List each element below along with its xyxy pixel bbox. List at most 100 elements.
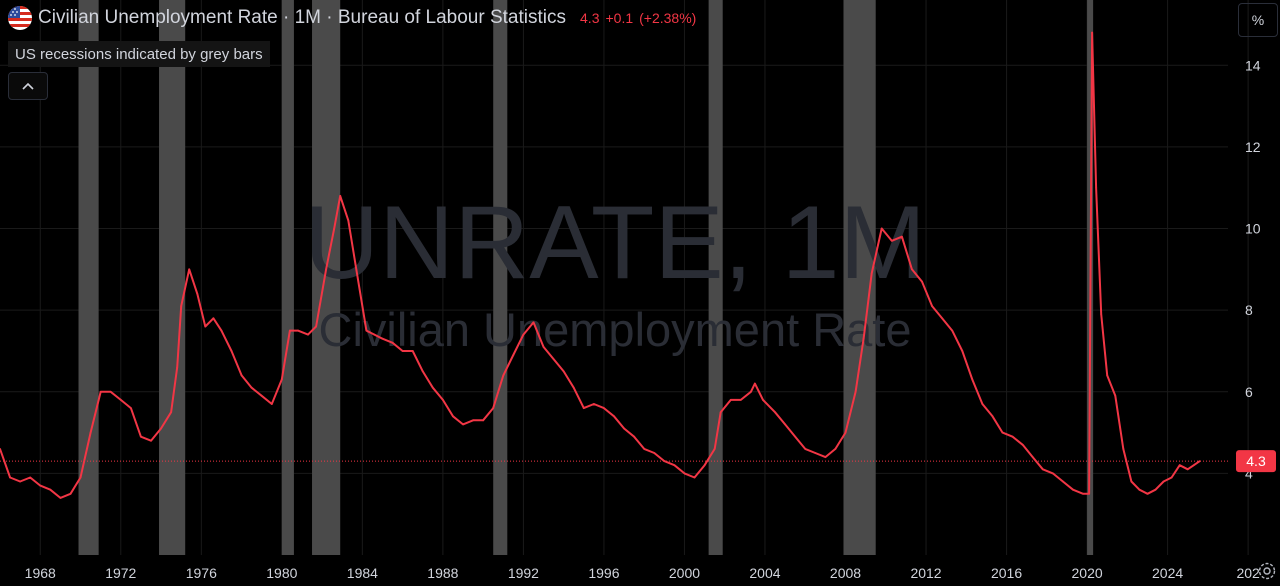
data-point	[411, 350, 414, 352]
recession-bar	[493, 0, 508, 555]
data-point	[365, 329, 368, 332]
data-point	[542, 345, 545, 348]
x-tick-label: 2008	[830, 565, 861, 581]
data-point	[472, 419, 474, 422]
data-point	[713, 447, 716, 450]
chart-header: Civilian Unemployment Rate · 1M · Bureau…	[8, 5, 696, 31]
data-point	[347, 219, 350, 222]
y-axis: 4 6 8 10 12 14	[1245, 57, 1261, 481]
data-point	[502, 374, 505, 377]
data-point	[339, 194, 342, 197]
data-point	[623, 427, 625, 430]
price-scale-unit-button[interactable]: %	[1238, 3, 1278, 37]
x-axis: 1968 1972 1976 1980 1984 1988 1992 1996 2000 2004…	[25, 565, 1260, 581]
data-point	[522, 333, 525, 336]
data-point	[603, 407, 605, 409]
data-point	[552, 358, 555, 361]
data-point	[212, 317, 215, 320]
x-tick-label: 1996	[588, 565, 619, 581]
data-point	[373, 333, 376, 336]
data-point	[297, 329, 299, 332]
data-point	[452, 415, 454, 418]
data-point	[804, 447, 807, 450]
data-point	[633, 435, 636, 438]
data-point	[9, 476, 11, 479]
watermark: UNRATE, 1M Civilian Unemployment Rate	[304, 185, 926, 356]
data-point	[89, 431, 92, 434]
data-point	[391, 341, 394, 344]
x-tick-label: 2012	[910, 565, 941, 581]
y-tick-label: 8	[1245, 302, 1253, 318]
data-point	[1091, 31, 1094, 34]
data-point	[1154, 488, 1157, 491]
last-price-badge	[1236, 450, 1276, 473]
recession-bar	[281, 0, 294, 555]
data-point	[441, 399, 444, 401]
data-point	[532, 321, 535, 324]
data-point	[1088, 492, 1090, 495]
data-point	[315, 325, 317, 328]
data-point	[19, 480, 22, 483]
data-point	[180, 305, 183, 307]
data-point	[1146, 492, 1149, 495]
data-point	[834, 447, 837, 450]
data-point	[270, 403, 273, 405]
data-point	[613, 415, 615, 418]
collapse-legend-button[interactable]	[8, 72, 48, 100]
data-point	[307, 333, 309, 336]
data-point	[854, 390, 857, 393]
data-point	[512, 354, 515, 356]
data-point	[941, 317, 944, 320]
x-tick-label: 1980	[266, 565, 297, 581]
data-point	[1114, 394, 1117, 397]
data-point	[220, 329, 223, 332]
data-point	[129, 407, 132, 409]
recession-bar	[78, 0, 99, 555]
data-point	[1106, 374, 1109, 377]
series-unrate	[0, 31, 1201, 499]
data-point	[774, 411, 776, 414]
y-tick-label: 6	[1245, 384, 1253, 400]
data-point	[482, 419, 485, 422]
data-point	[844, 431, 847, 434]
change-percent: (+2.38%)	[639, 10, 697, 26]
symbol-title[interactable]: Civilian Unemployment Rate · 1M · Bureau…	[38, 7, 567, 28]
data-point	[196, 292, 199, 295]
data-point	[991, 415, 994, 418]
recession-bar	[312, 0, 341, 555]
data-point	[703, 464, 706, 467]
data-point	[931, 305, 933, 307]
data-point	[921, 280, 923, 283]
data-point	[280, 378, 283, 381]
data-point	[951, 329, 954, 332]
x-tick-label: 1988	[427, 565, 458, 581]
data-point	[870, 272, 873, 275]
data-point	[99, 390, 102, 393]
data-point	[643, 447, 646, 450]
data-point	[188, 268, 191, 271]
data-point	[729, 399, 732, 401]
data-point	[572, 386, 575, 389]
last-price-label: 4.3	[1236, 450, 1276, 473]
data-point	[1162, 480, 1165, 483]
data-point	[749, 390, 752, 393]
data-point	[794, 435, 797, 438]
x-tick-label: 2020	[1072, 565, 1103, 581]
data-point	[653, 452, 656, 454]
data-point	[1100, 313, 1103, 316]
x-tick-label: 1976	[186, 565, 217, 581]
x-tick-label: 2016	[991, 565, 1022, 581]
data-point	[592, 403, 595, 405]
y-tick-label: 14	[1245, 57, 1261, 73]
y-tick-label: 12	[1245, 139, 1261, 155]
watermark-symbol: UNRATE, 1M	[304, 185, 926, 301]
data-point	[880, 227, 883, 230]
y-tick-label: 4	[1245, 465, 1253, 481]
data-point	[784, 423, 787, 426]
gear-icon[interactable]	[1256, 560, 1278, 582]
recession-note: US recessions indicated by grey bars	[8, 41, 270, 67]
data-point	[150, 439, 152, 442]
data-point	[673, 464, 676, 467]
data-point	[69, 492, 72, 495]
